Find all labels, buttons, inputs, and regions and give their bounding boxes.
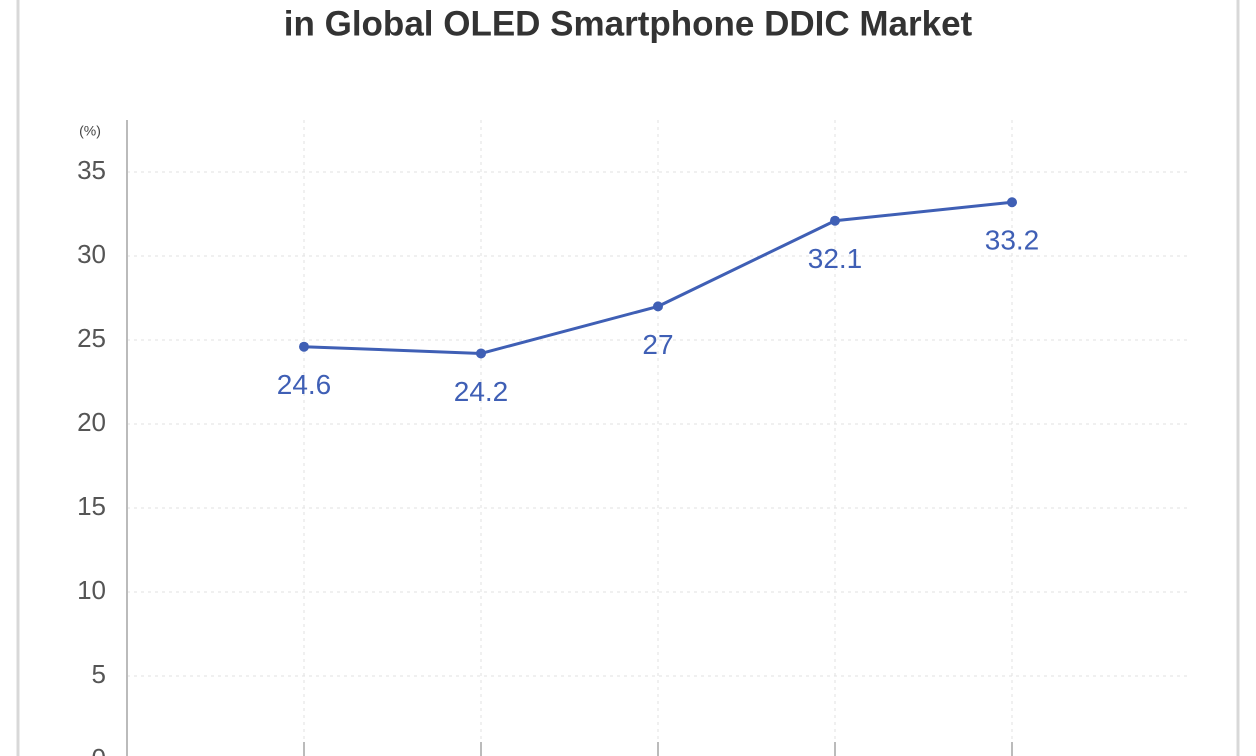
y-tick-label: 25 <box>77 323 106 353</box>
data-label: 27 <box>642 329 673 360</box>
data-label: 33.2 <box>985 225 1040 256</box>
y-tick-label: 10 <box>77 575 106 605</box>
point <box>299 341 309 352</box>
y-tick-label: 35 <box>77 155 106 185</box>
frame <box>16 0 1240 756</box>
y-tick-label: 0 <box>92 743 106 756</box>
y-unit: (%) <box>79 123 101 139</box>
y-tick-label: 15 <box>77 491 106 521</box>
point <box>653 301 663 312</box>
data-label: 32.1 <box>808 243 863 274</box>
point <box>476 348 486 359</box>
data-label: 24.2 <box>454 376 509 407</box>
y-tick-label: 30 <box>77 239 106 269</box>
point <box>830 215 840 226</box>
data-label: 24.6 <box>277 369 332 400</box>
y-tick-label: 5 <box>92 659 106 689</box>
y-tick-label: 20 <box>77 407 106 437</box>
point <box>1007 197 1017 208</box>
chart-title: in Global OLED Smartphone DDIC Market <box>284 4 973 43</box>
